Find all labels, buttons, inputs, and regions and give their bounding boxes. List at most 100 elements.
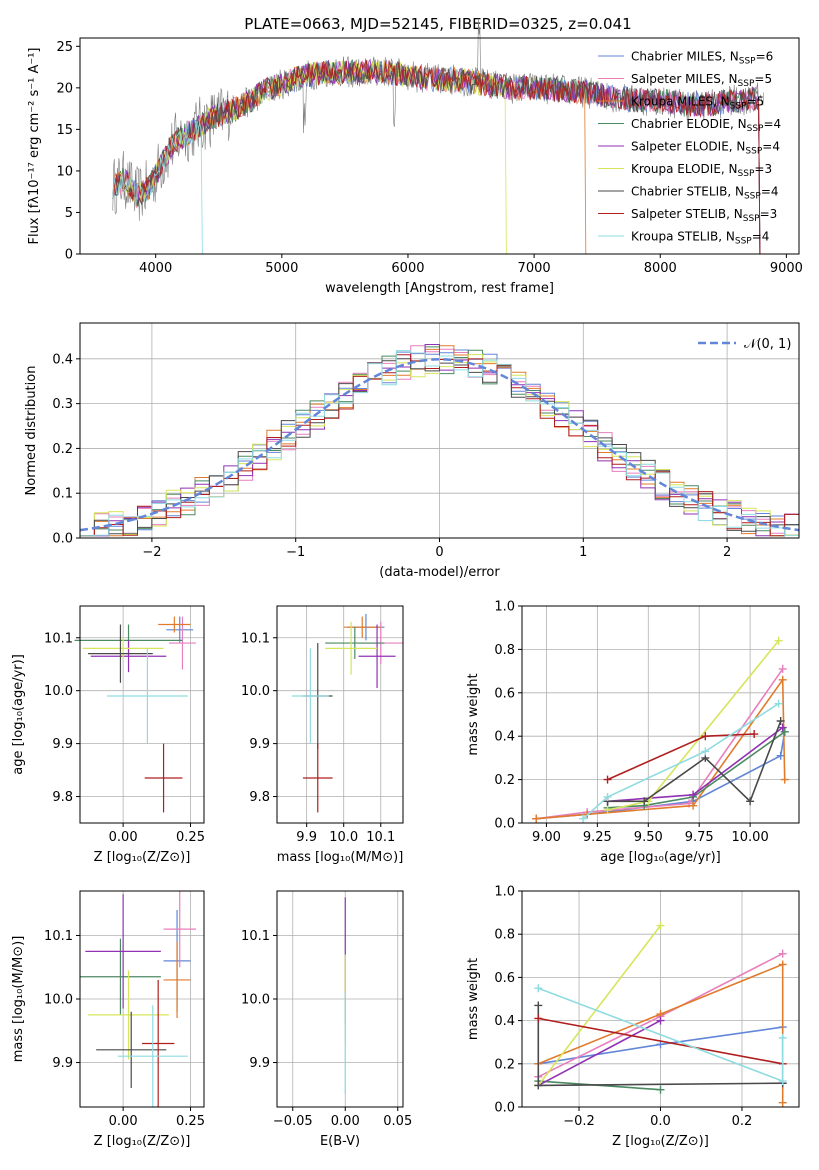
x-tick-label: 0.25 [176,1114,205,1129]
data-point-marker [778,675,787,684]
legend-entry: Salpeter ELODIE, NSSP=4 [631,140,780,157]
y-tick-label: 0 [65,248,73,263]
y-tick-label: 0.6 [494,971,515,986]
data-point-marker [701,732,710,741]
y-tick-label: 0.0 [494,817,515,832]
legend-subscript: SSP [739,57,756,67]
data-point-marker [534,984,543,993]
data-point-marker [603,805,612,814]
mass-vs-ebv-panel: −0.05 0.00 0.05 9.9 10.0 10.1 E(B-V) [241,890,412,1149]
y-tick-label: 9.8 [249,790,270,805]
model-spectrum-line [112,120,204,255]
y-tick-label: 9.8 [52,790,73,805]
y-tick-label: 0.6 [494,686,515,701]
x-tick-label: −0.05 [273,1114,313,1129]
y-tick-label: 0.8 [494,643,515,658]
y-tick-label: 9.9 [249,1056,270,1071]
legend-suffix: =5 [754,72,772,86]
data-point-marker [778,1033,787,1042]
data-point-marker [774,699,783,708]
y-tick-label: 10.0 [44,993,73,1008]
normal-curve [79,358,800,532]
x-tick-label: 0.00 [331,1114,360,1129]
x-tick-label: 9000 [770,261,803,276]
x-axis-label: wavelength [Angstrom, rest frame] [325,281,554,296]
mass-weight-line [536,668,784,820]
data-point-marker [656,1085,665,1094]
x-tick-label: 0 [435,545,443,560]
x-tick-label: 9.25 [583,830,612,845]
y-tick-label: 5 [65,206,73,221]
x-tick-label: 10.0 [329,830,358,845]
y-tick-label: 10.1 [241,929,270,944]
y-tick-label: 0.2 [494,773,515,788]
y-tick-label: 9.9 [52,1056,73,1071]
x-axis-label: (data-model)/error [379,565,500,580]
x-tick-label: −0.2 [563,1114,595,1129]
legend-suffix: =3 [760,207,778,221]
x-tick-label: 10.1 [366,830,395,845]
data-point-marker [640,797,649,806]
data-point-marker [776,751,785,760]
model-spectrum-line [112,59,762,255]
legend-suffix: =4 [761,185,779,199]
y-tick-label: 0.3 [52,397,73,412]
residuals-panel: −2 −1 0 1 2 0.0 0.1 0.2 0.3 0.4 (data-model)/error… [24,322,800,580]
y-tick-label: 10.0 [241,993,270,1008]
x-axis-label: Z [log₁₀(Z/Z⊙)] [94,850,191,865]
data-point-marker [750,730,759,739]
x-axis-label: mass [log₁₀(M/M⊙)] [277,850,404,865]
data-point-marker [689,790,698,799]
legend-suffix: =5 [747,95,765,109]
data-point-marker [776,717,785,726]
data-point-marker [780,775,789,784]
data-point-marker [778,723,787,732]
data-point-marker [689,801,698,810]
data-point-marker [701,747,710,756]
y-tick-label: 10.0 [241,684,270,699]
legend-entry: Chabrier MILES, NSSP=6 [631,50,773,67]
y-axis-label: mass weight [466,958,481,1040]
axes-frame [79,605,205,824]
y-tick-label: 9.9 [249,737,270,752]
y-tick-label: 25 [56,40,73,55]
age-vs-z-panel: 0.00 0.25 9.8 9.9 10.0 10.1 Z [log₁₀(Z/Z⊙)] age… [11,605,205,865]
y-tick-label: 20 [56,81,73,96]
legend-subscript: SSP [735,237,752,247]
data-point-marker [603,792,612,801]
x-tick-label: 0.25 [176,830,205,845]
y-tick-label: 0.1 [52,487,73,502]
data-point-marker [774,636,783,645]
legend-entry: Salpeter STELIB, NSSP=3 [631,207,777,224]
y-tick-label: 15 [56,123,73,138]
y-tick-label: 0.2 [52,442,73,457]
legend-subscript: SSP [747,124,764,134]
data-point-marker [534,1014,543,1023]
legend-subscript: SSP [738,169,755,179]
age-vs-mass-panel: 9.9 10.0 10.1 9.8 9.9 10.0 10.1 mass [log₁₀(M/M… [241,605,404,865]
data-point-marker [534,1081,543,1090]
mass-weight-line [582,702,780,820]
x-axis-label: E(B-V) [320,1134,360,1149]
residual-histogram [80,350,799,537]
x-tick-label: 9.00 [532,830,561,845]
y-tick-label: 1.0 [494,885,515,900]
y-tick-label: 10 [56,164,73,179]
legend-subscript: SSP [745,147,762,157]
data-point-marker [746,797,755,806]
x-axis-label: Z [log₁₀(Z/Z⊙)] [612,1134,709,1149]
legend-entry: 𝒩(0, 1) [744,337,791,352]
mass-vs-z-panel: 0.00 0.25 9.9 10.0 10.1 Z [log₁₀(Z/Z⊙)] mass [… [11,890,205,1149]
x-tick-label: 8000 [644,261,677,276]
legend-suffix: =4 [752,230,770,244]
x-tick-label: 7000 [518,261,551,276]
legend-entry: Kroupa STELIB, NSSP=4 [631,230,769,247]
x-axis-label: Z [log₁₀(Z/Z⊙)] [94,1134,191,1149]
x-tick-label: 4000 [139,261,172,276]
y-tick-label: 0.8 [494,928,515,943]
legend-suffix: =3 [754,162,772,176]
y-tick-label: 0.0 [52,532,73,547]
x-tick-label: 9.50 [634,830,663,845]
x-tick-label: 9.9 [296,830,317,845]
